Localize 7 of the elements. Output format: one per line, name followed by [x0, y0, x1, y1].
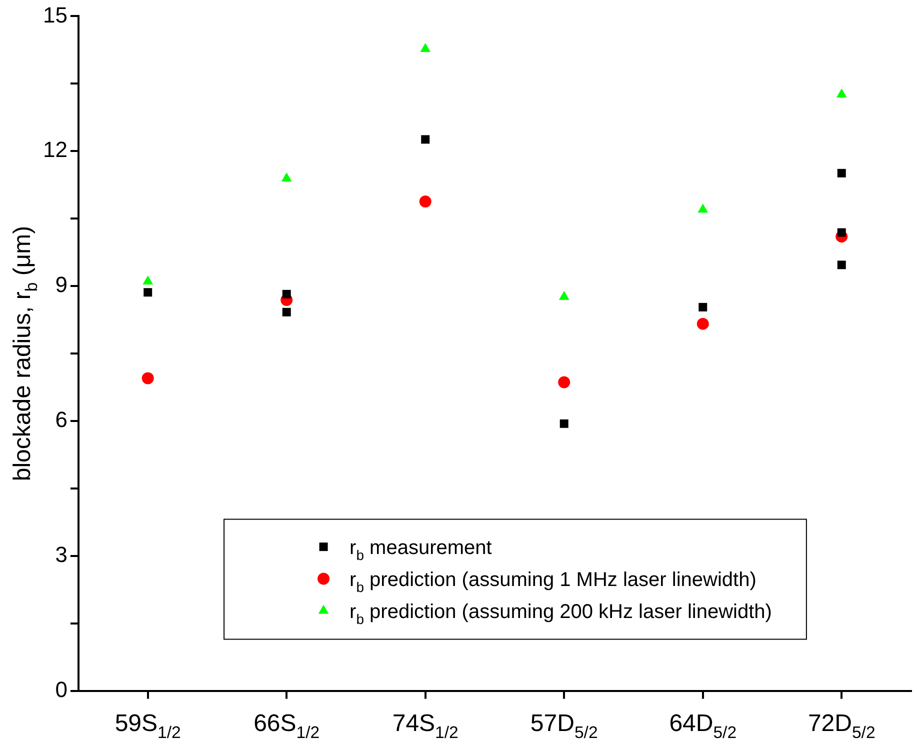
y-tick-label: 6	[55, 407, 68, 432]
y-tick-label: 15	[42, 2, 68, 28]
y-tick-label: 3	[55, 542, 68, 567]
y-tick-label: 0	[55, 676, 68, 702]
y-axis-title: blockade radius, rb (μm)	[9, 226, 42, 482]
y-tick-label: 9	[55, 272, 68, 298]
y-tick-label: 12	[42, 137, 68, 162]
